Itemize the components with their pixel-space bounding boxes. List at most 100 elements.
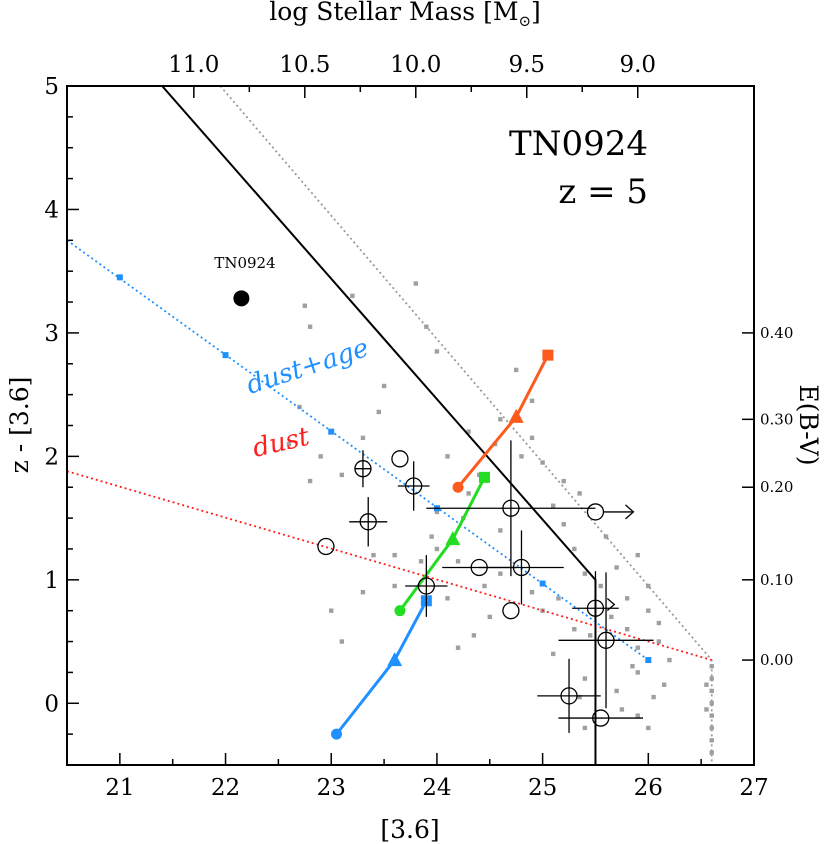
right-tick-label: 0.10 [760, 571, 793, 589]
background-point [667, 657, 672, 663]
right-tick-label: 0.00 [760, 651, 793, 669]
background-point [371, 552, 376, 558]
orange-track-circle [452, 481, 464, 493]
background-point [572, 546, 577, 552]
top-tick-label: 9.0 [619, 52, 656, 78]
x-tick-label: 23 [317, 775, 346, 801]
background-point [582, 571, 588, 576]
y-tick-label: 0 [44, 691, 59, 717]
background-point [466, 429, 471, 434]
background-point [582, 725, 588, 731]
background-point [297, 404, 302, 410]
background-point [656, 620, 662, 626]
chart-subtitle: z = 5 [558, 172, 648, 212]
background-point [445, 454, 450, 459]
background-point [572, 627, 577, 632]
background-point [635, 713, 640, 718]
upper-limit-point [586, 503, 605, 521]
background-point [434, 546, 440, 552]
x-tick-label: 24 [422, 775, 451, 801]
background-point [556, 596, 561, 601]
dust+age-line [67, 239, 649, 661]
x-tick-label: 21 [105, 775, 134, 801]
background-point [651, 694, 656, 700]
background-point [466, 491, 471, 496]
y-tick-label: 5 [44, 74, 59, 100]
right-tick-label: 0.20 [760, 478, 793, 496]
top-axis-label: log Stellar Mass [M⊙] [269, 0, 541, 30]
background-point [624, 627, 630, 632]
background-point [582, 676, 588, 681]
background-point [619, 707, 625, 712]
top-tick-label: 10.0 [390, 52, 441, 78]
dust+age-marker [116, 274, 123, 281]
dust+age-marker [222, 352, 229, 359]
detection-point [317, 537, 335, 556]
background-point [635, 552, 640, 558]
background-point [455, 559, 461, 564]
y-axis-label: z - [3.6] [5, 377, 34, 474]
background-point [646, 583, 651, 589]
background-point [445, 596, 450, 601]
background-point [656, 639, 662, 644]
background-point [471, 633, 477, 638]
right-tick-label: 0.40 [760, 324, 793, 342]
background-point [624, 596, 630, 601]
right-axis-label: E(B-V) [794, 384, 823, 465]
orange-track-line [456, 354, 550, 489]
dust+age-marker [539, 580, 546, 587]
detection-point [359, 513, 377, 531]
top-tick-label: 10.5 [279, 52, 330, 78]
background-point [550, 503, 556, 508]
background-point [561, 522, 566, 527]
green-track-square [478, 471, 490, 483]
green-track-line [398, 476, 486, 612]
y-tick-label: 1 [44, 568, 59, 594]
background-point [529, 435, 535, 441]
blue-track-circle [331, 728, 343, 740]
detection-point [512, 558, 531, 577]
y-tick-label: 4 [44, 197, 59, 223]
background-point [434, 349, 440, 354]
background-point [418, 559, 424, 564]
chart-title: TN0924 [509, 124, 648, 164]
background-point [529, 398, 535, 404]
background-point [519, 454, 524, 459]
background-point [286, 441, 292, 447]
background-point [561, 478, 566, 484]
detection-point [405, 477, 423, 495]
background-point [635, 645, 640, 650]
y-tick-label: 3 [44, 321, 59, 347]
background-point [630, 664, 635, 669]
dust-age-label: dust+age [243, 333, 373, 401]
detection-point [391, 450, 409, 468]
background-point [704, 707, 709, 712]
dust-line [67, 470, 712, 661]
detection-point [502, 602, 520, 620]
background-point [360, 435, 366, 441]
background-point [635, 670, 640, 675]
background-point [318, 454, 323, 459]
background-point [646, 725, 651, 731]
plot-frame [66, 85, 755, 766]
x-tick-label: 22 [211, 775, 240, 801]
background-point [603, 534, 609, 539]
detection-point [560, 687, 578, 705]
background-point [434, 509, 440, 515]
background-point [392, 552, 397, 558]
background-point [614, 688, 619, 694]
background-point [661, 682, 667, 687]
detection-point [592, 709, 610, 727]
x-axis-label: [3.6] [380, 815, 439, 844]
background-point [339, 472, 344, 478]
x-tick-label: 27 [739, 775, 768, 801]
background-point [498, 571, 503, 576]
background-point [498, 528, 503, 533]
background-point [709, 701, 714, 706]
background-point [598, 583, 603, 589]
background-point [704, 682, 709, 687]
background-point [709, 676, 714, 681]
background-point [577, 491, 582, 496]
background-point [614, 565, 619, 570]
